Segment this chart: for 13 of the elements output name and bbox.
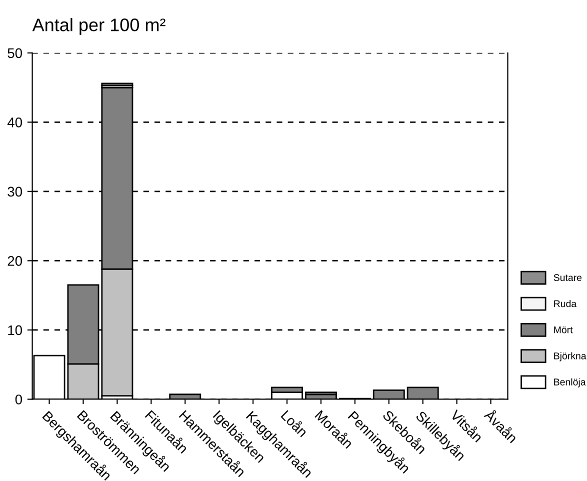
legend-label: Sutare: [554, 274, 582, 282]
y-tick-label: 30: [8, 186, 22, 197]
y-tick-label: 40: [7, 118, 22, 128]
y-tick-label: 20: [8, 256, 22, 266]
legend-label: Björkna: [554, 352, 586, 362]
legend-label: Benlöja: [554, 378, 586, 388]
bar: [304, 392, 337, 396]
legend-label: Mört: [554, 326, 573, 334]
y-tick-label: 50: [8, 48, 22, 58]
chart-title: Antal per 100 m²: [32, 18, 166, 35]
y-tick-label: 10: [8, 325, 22, 336]
y-tick-label: 0: [15, 394, 22, 404]
legend-label: Ruda: [554, 300, 577, 308]
